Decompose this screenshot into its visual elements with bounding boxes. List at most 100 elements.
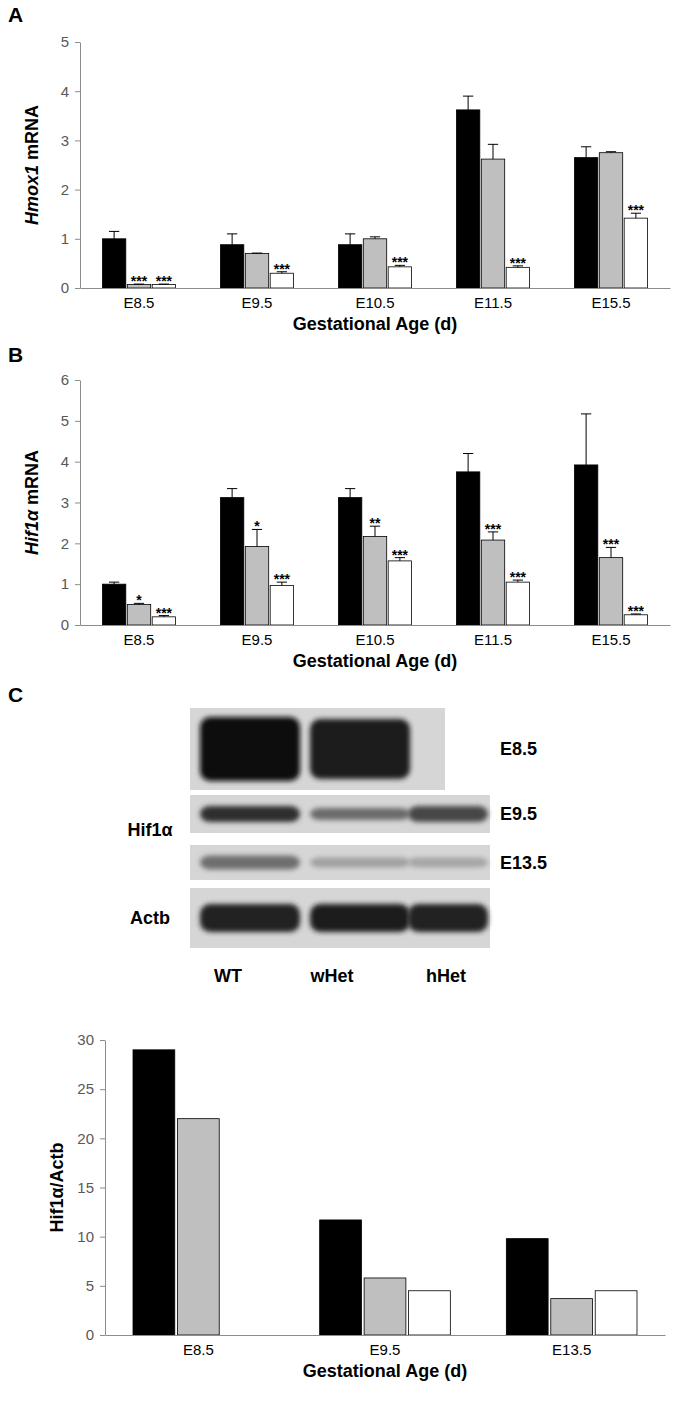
bar bbox=[363, 536, 386, 625]
blot-band bbox=[310, 808, 410, 820]
x-tick: E9.5 bbox=[242, 631, 273, 648]
error-bar bbox=[606, 151, 616, 153]
y-tick: 3 bbox=[61, 494, 80, 511]
blot-band bbox=[200, 717, 300, 781]
x-tick: E8.5 bbox=[124, 631, 155, 648]
y-tick: 4 bbox=[61, 83, 80, 100]
x-tick: E11.5 bbox=[474, 631, 512, 648]
x-tick: E15.5 bbox=[591, 294, 630, 311]
x-tick-label: E8.5 bbox=[124, 294, 155, 311]
blot-band bbox=[408, 904, 488, 932]
y-tick-label: 5 bbox=[86, 1277, 94, 1294]
significance-label: *** bbox=[274, 261, 291, 277]
bar bbox=[551, 1299, 593, 1335]
bar bbox=[364, 1278, 406, 1335]
x-axis-title: Gestational Age (d) bbox=[293, 314, 457, 334]
y-tick: 5 bbox=[61, 412, 80, 429]
chart-panel: B0123456E8.5E9.5E10.5E11.5E15.5*********… bbox=[8, 343, 671, 671]
blot-strip bbox=[190, 888, 490, 948]
error-bar bbox=[227, 234, 237, 245]
x-tick: E9.5 bbox=[242, 294, 273, 311]
x-tick: E8.5 bbox=[183, 1341, 214, 1358]
y-tick-mark bbox=[100, 1089, 105, 1090]
bar bbox=[456, 472, 479, 625]
y-axis-title: Hif1α/Actb bbox=[47, 1142, 67, 1232]
y-tick-label: 0 bbox=[61, 279, 69, 296]
y-tick: 0 bbox=[86, 1326, 105, 1343]
y-axis: 051015202530 bbox=[77, 1031, 105, 1343]
blot-band bbox=[408, 806, 488, 822]
blot-lane-label: WT bbox=[214, 966, 242, 986]
y-tick-label: 4 bbox=[61, 453, 69, 470]
error-bar bbox=[109, 582, 119, 584]
y-tick-label: 25 bbox=[77, 1080, 94, 1097]
y-tick-mark bbox=[100, 1138, 105, 1139]
blot-strip bbox=[190, 708, 445, 790]
y-tick-mark bbox=[100, 1237, 105, 1238]
y-tick-label: 15 bbox=[77, 1179, 94, 1196]
error-bar bbox=[109, 231, 119, 238]
x-axis-line bbox=[106, 1335, 666, 1336]
bar bbox=[177, 1119, 219, 1335]
y-tick-mark bbox=[75, 625, 80, 626]
bar bbox=[595, 1291, 637, 1335]
bar bbox=[574, 465, 597, 625]
error-bar bbox=[252, 253, 262, 254]
blot-band bbox=[200, 856, 300, 870]
y-tick-mark bbox=[75, 462, 80, 463]
y-tick-mark bbox=[100, 1040, 105, 1041]
bar bbox=[338, 498, 361, 625]
x-axis: E8.5E9.5E13.5 bbox=[106, 1336, 666, 1358]
marks bbox=[102, 96, 647, 288]
error-bar bbox=[370, 237, 380, 239]
x-tick-label: E9.5 bbox=[242, 631, 273, 648]
significance-label: *** bbox=[603, 536, 620, 552]
y-axis-line bbox=[80, 381, 81, 626]
y-tick-mark bbox=[75, 543, 80, 544]
significance-label: *** bbox=[156, 273, 173, 289]
bar bbox=[481, 159, 504, 288]
y-axis-title: Hif1α mRNA bbox=[22, 450, 42, 555]
significance-label: ** bbox=[370, 515, 381, 531]
y-tick-mark bbox=[75, 380, 80, 381]
y-tick-label: 6 bbox=[61, 371, 69, 388]
x-tick: E11.5 bbox=[474, 294, 512, 311]
y-tick-mark bbox=[100, 1286, 105, 1287]
bar bbox=[245, 254, 268, 288]
x-tick-label: E9.5 bbox=[242, 294, 273, 311]
x-axis: E8.5E9.5E10.5E11.5E15.5 bbox=[81, 626, 671, 648]
panel-label: A bbox=[8, 3, 23, 26]
significance-label: *** bbox=[392, 254, 409, 270]
bar bbox=[363, 239, 386, 288]
significance-label: *** bbox=[156, 605, 173, 621]
y-tick-label: 0 bbox=[61, 616, 69, 633]
y-tick: 0 bbox=[61, 616, 80, 633]
y-tick-mark bbox=[75, 503, 80, 504]
panel-label: C bbox=[8, 683, 23, 706]
bar bbox=[599, 558, 622, 625]
blot-control-label: Actb bbox=[130, 908, 170, 928]
y-tick: 5 bbox=[61, 33, 80, 50]
western-blot: E8.5E9.5E13.5Hif1αActbWTwHethHet bbox=[127, 708, 547, 986]
x-tick-label: E10.5 bbox=[355, 294, 394, 311]
y-tick-mark bbox=[75, 288, 80, 289]
y-tick-mark bbox=[75, 584, 80, 585]
x-tick: E13.5 bbox=[552, 1341, 591, 1358]
x-tick: E10.5 bbox=[355, 294, 394, 311]
y-tick-mark bbox=[75, 190, 80, 191]
significance-label: * bbox=[136, 592, 142, 608]
y-tick: 2 bbox=[61, 535, 80, 552]
y-tick: 6 bbox=[61, 371, 80, 388]
y-axis: 0123456 bbox=[61, 371, 81, 633]
x-axis: E8.5 E9.5 E10.5 E11.5 E15.5 bbox=[81, 289, 671, 311]
bar bbox=[409, 1291, 451, 1335]
significance-labels: ****************** bbox=[131, 202, 645, 289]
bar bbox=[481, 540, 504, 625]
y-tick-mark bbox=[75, 421, 80, 422]
blot-lane-label: wHet bbox=[309, 966, 353, 986]
bar bbox=[338, 245, 361, 288]
y-tick-label: 0 bbox=[86, 1326, 94, 1343]
bar bbox=[270, 585, 293, 625]
significance-label: *** bbox=[628, 603, 645, 619]
blot-strip bbox=[190, 795, 490, 833]
